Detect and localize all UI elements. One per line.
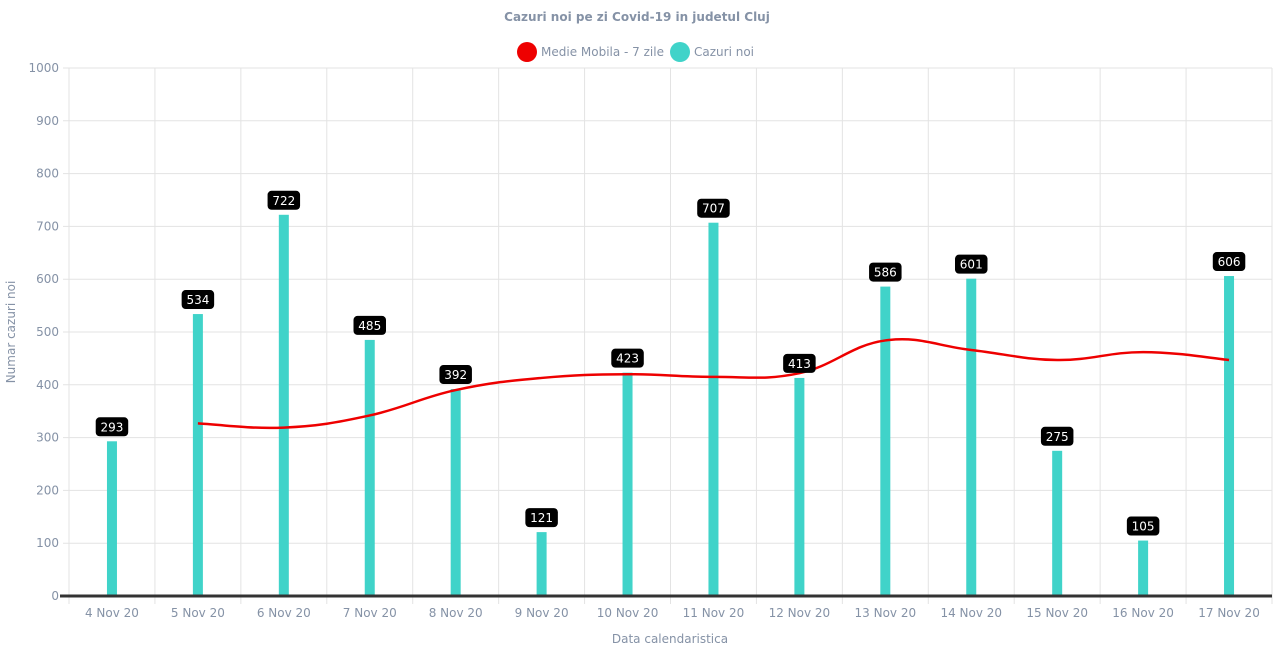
bar[interactable] bbox=[536, 532, 547, 596]
data-label: 105 bbox=[1126, 516, 1160, 536]
data-label: 534 bbox=[181, 290, 215, 310]
legend-label-moving-average: Medie Mobila - 7 zile bbox=[541, 45, 664, 59]
y-tick-label: 100 bbox=[36, 536, 59, 550]
y-axis: 0 100 200 300 400 500 600 700 800 900 1000 bbox=[28, 61, 59, 603]
data-label-text: 606 bbox=[1218, 255, 1241, 269]
legend-item-new-cases[interactable]: Cazuri noi bbox=[670, 42, 754, 62]
data-label-box bbox=[439, 365, 472, 385]
x-tick-label: 9 Nov 20 bbox=[515, 606, 569, 620]
data-label-box bbox=[95, 417, 129, 437]
legend-item-moving-average[interactable]: Medie Mobila - 7 zile bbox=[517, 42, 664, 62]
data-label-box bbox=[1126, 516, 1160, 536]
x-tick-label: 11 Nov 20 bbox=[683, 606, 745, 620]
y-tick-label: 900 bbox=[36, 114, 59, 128]
y-tick-label: 0 bbox=[51, 589, 59, 603]
bar[interactable] bbox=[1052, 450, 1063, 596]
data-label-box bbox=[955, 254, 988, 274]
data-label: 293 bbox=[95, 417, 129, 437]
x-axis: 4 Nov 20 5 Nov 20 6 Nov 20 7 Nov 20 8 Nov 20… bbox=[85, 606, 1260, 620]
y-tick-label: 600 bbox=[36, 272, 59, 286]
data-label-box bbox=[353, 315, 386, 335]
y-tick-label: 400 bbox=[36, 378, 59, 392]
y-tick-label: 300 bbox=[36, 431, 59, 445]
x-tick-label: 8 Nov 20 bbox=[429, 606, 483, 620]
data-label: 392 bbox=[439, 365, 472, 385]
x-tick-label: 12 Nov 20 bbox=[769, 606, 831, 620]
data-label-text: 105 bbox=[1132, 520, 1155, 534]
y-tick-label: 800 bbox=[36, 167, 59, 181]
y-axis-title: Numar cazuri noi bbox=[4, 281, 18, 384]
data-label: 722 bbox=[267, 190, 301, 210]
legend-label-new-cases: Cazuri noi bbox=[694, 45, 754, 59]
data-label-box bbox=[1040, 426, 1074, 446]
legend-marker-new-cases bbox=[670, 42, 690, 62]
bar[interactable] bbox=[966, 278, 977, 596]
moving-average-line[interactable] bbox=[197, 338, 1230, 430]
bar[interactable] bbox=[278, 214, 289, 596]
data-label: 275 bbox=[1040, 426, 1074, 446]
x-tick-label: 5 Nov 20 bbox=[171, 606, 225, 620]
data-label-text: 275 bbox=[1046, 430, 1069, 444]
legend[interactable]: Medie Mobila - 7 zile Cazuri noi bbox=[517, 42, 754, 62]
data-label-text: 293 bbox=[101, 420, 124, 434]
x-axis-title: Data calendaristica bbox=[612, 632, 728, 646]
legend-marker-moving-average bbox=[517, 42, 537, 62]
data-label: 485 bbox=[353, 315, 386, 335]
data-label-box bbox=[267, 190, 301, 210]
data-label-text: 485 bbox=[358, 319, 381, 333]
bar[interactable] bbox=[450, 389, 461, 596]
data-label: 586 bbox=[869, 262, 902, 282]
chart-title: Cazuri noi pe zi Covid-19 in judetul Clu… bbox=[504, 10, 770, 24]
data-label-text: 121 bbox=[530, 511, 553, 525]
bar-series bbox=[106, 214, 1235, 597]
bar[interactable] bbox=[106, 441, 117, 596]
data-label: 606 bbox=[1212, 252, 1246, 272]
bar[interactable] bbox=[364, 339, 375, 596]
y-tick-label: 700 bbox=[36, 219, 59, 233]
x-tick-label: 6 Nov 20 bbox=[257, 606, 311, 620]
x-tick-label: 16 Nov 20 bbox=[1112, 606, 1174, 620]
bar[interactable] bbox=[880, 286, 891, 596]
data-label-box bbox=[1212, 252, 1246, 272]
data-label-box bbox=[611, 348, 644, 368]
data-label-text: 392 bbox=[444, 368, 467, 382]
bar[interactable] bbox=[794, 377, 805, 596]
grid bbox=[63, 67, 1273, 604]
x-tick-label: 13 Nov 20 bbox=[855, 606, 917, 620]
bar[interactable] bbox=[1224, 276, 1235, 596]
x-tick-label: 15 Nov 20 bbox=[1026, 606, 1088, 620]
data-label-box bbox=[697, 198, 730, 218]
data-label-text: 707 bbox=[702, 202, 725, 216]
data-labels: 293 534 722 485 392 121 423 707 413 586 601 275 105 6… bbox=[95, 190, 1246, 536]
line-series bbox=[60, 338, 1272, 598]
data-label: 121 bbox=[525, 508, 558, 528]
data-label-text: 413 bbox=[788, 357, 811, 371]
x-tick-label: 17 Nov 20 bbox=[1198, 606, 1260, 620]
data-label-box bbox=[525, 508, 558, 528]
data-label-text: 601 bbox=[960, 258, 983, 272]
x-tick-label: 4 Nov 20 bbox=[85, 606, 139, 620]
y-tick-label: 1000 bbox=[28, 61, 59, 75]
bar[interactable] bbox=[1138, 540, 1149, 596]
data-label: 423 bbox=[611, 348, 644, 368]
y-tick-label: 200 bbox=[36, 483, 59, 497]
x-tick-label: 14 Nov 20 bbox=[940, 606, 1002, 620]
data-label-text: 586 bbox=[874, 266, 897, 280]
bar[interactable] bbox=[192, 314, 203, 596]
x-tick-label: 10 Nov 20 bbox=[597, 606, 659, 620]
bar[interactable] bbox=[708, 222, 719, 597]
data-label-box bbox=[783, 353, 816, 373]
data-label: 413 bbox=[783, 353, 816, 373]
data-label-text: 534 bbox=[186, 293, 209, 307]
data-label: 601 bbox=[955, 254, 988, 274]
data-label-text: 423 bbox=[616, 352, 639, 366]
data-label-box bbox=[869, 262, 902, 282]
x-tick-label: 7 Nov 20 bbox=[343, 606, 397, 620]
bar[interactable] bbox=[622, 372, 633, 596]
data-label: 707 bbox=[697, 198, 730, 218]
data-label-text: 722 bbox=[272, 194, 295, 208]
data-label-box bbox=[181, 290, 215, 310]
y-tick-label: 500 bbox=[36, 325, 59, 339]
